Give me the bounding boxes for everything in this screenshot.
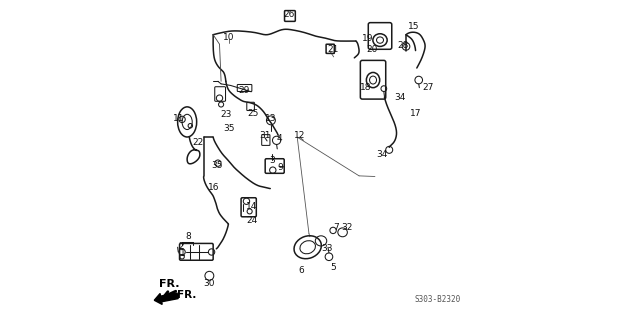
Text: 25: 25 <box>247 108 259 117</box>
Text: 1: 1 <box>180 249 186 258</box>
Text: 5: 5 <box>330 263 336 272</box>
Text: 6: 6 <box>298 266 304 275</box>
Text: 35: 35 <box>211 161 222 170</box>
Text: 20: 20 <box>367 45 378 54</box>
Text: 10: 10 <box>223 33 235 42</box>
Text: 23: 23 <box>221 110 232 119</box>
Text: 24: 24 <box>246 216 257 225</box>
Text: 33: 33 <box>321 244 333 253</box>
Text: 9: 9 <box>277 164 283 172</box>
Text: FR.: FR. <box>159 279 179 289</box>
Text: 8: 8 <box>186 232 191 241</box>
Text: 17: 17 <box>410 108 421 117</box>
Text: 28: 28 <box>397 41 409 50</box>
Text: 31: 31 <box>259 131 270 140</box>
Text: 19: 19 <box>362 34 374 43</box>
Text: 29: 29 <box>239 86 250 95</box>
Text: 3: 3 <box>269 156 275 164</box>
Text: FR.: FR. <box>177 290 196 300</box>
Text: 21: 21 <box>327 45 339 54</box>
Text: 34: 34 <box>394 93 406 102</box>
Text: 2: 2 <box>178 242 184 251</box>
Text: 26: 26 <box>283 10 295 19</box>
Text: 11: 11 <box>173 114 184 123</box>
Text: 4: 4 <box>277 134 282 143</box>
Text: 30: 30 <box>204 279 215 288</box>
Text: 18: 18 <box>360 83 372 92</box>
Text: 15: 15 <box>408 22 419 31</box>
Text: 27: 27 <box>422 83 434 92</box>
Text: 22: 22 <box>193 138 204 147</box>
Text: 7: 7 <box>333 223 339 232</box>
Text: 14: 14 <box>246 203 257 212</box>
Text: 16: 16 <box>208 183 219 192</box>
Text: 13: 13 <box>265 114 277 123</box>
Text: 34: 34 <box>376 150 388 159</box>
Text: 32: 32 <box>341 223 353 232</box>
Text: 12: 12 <box>294 131 305 140</box>
Text: 35: 35 <box>223 124 235 133</box>
FancyArrow shape <box>155 293 178 304</box>
Text: S303-B2320: S303-B2320 <box>414 295 460 304</box>
